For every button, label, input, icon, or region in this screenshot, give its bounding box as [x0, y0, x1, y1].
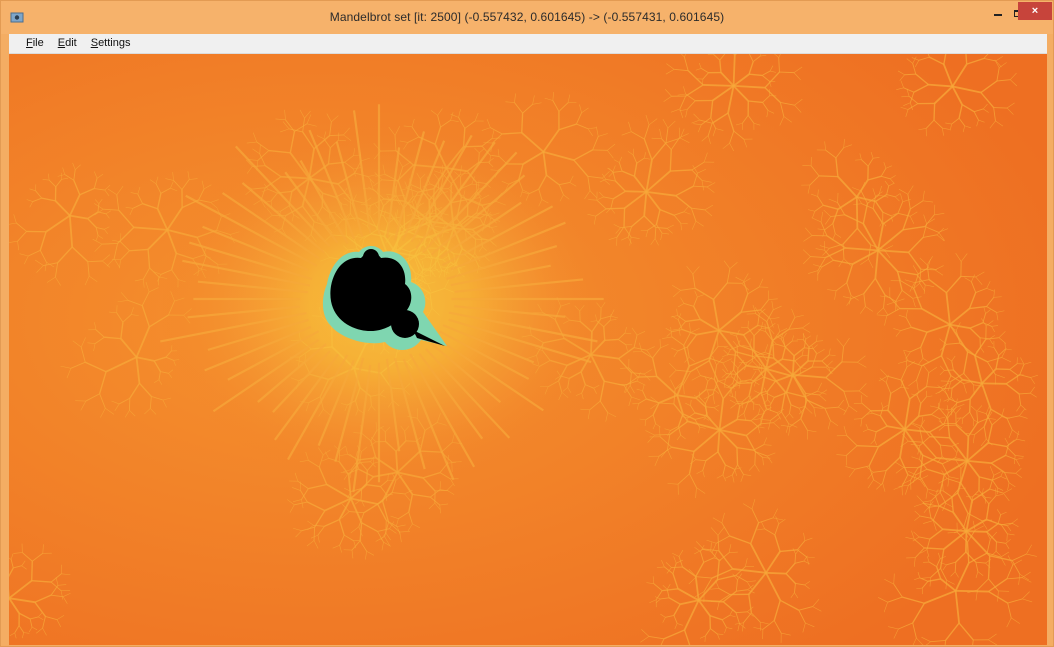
halo-spoke [415, 141, 496, 250]
menu-file-label: ile [32, 37, 44, 49]
menu-bar: File Edit Settings [9, 34, 1047, 54]
halo-spoke [448, 311, 598, 343]
halo-spoke [454, 278, 584, 293]
halo-spoke [273, 353, 340, 441]
filament-cluster [688, 499, 822, 643]
halo-spoke [425, 348, 511, 439]
halo-spoke [352, 110, 372, 234]
halo-spoke [287, 354, 349, 461]
halo-spoke [284, 171, 339, 244]
menu-edit-accel: E [57, 37, 66, 49]
filament-cluster [878, 520, 1033, 645]
filament-cluster [640, 542, 756, 645]
filament-cluster [618, 322, 732, 441]
mandelbrot-minibrot [322, 246, 447, 350]
filament-cluster [876, 252, 1012, 399]
menu-file[interactable]: File [21, 34, 49, 53]
halo-spoke [299, 160, 349, 245]
filament-cluster [836, 357, 966, 499]
halo-spoke [430, 342, 502, 403]
halo-spoke [241, 182, 325, 254]
halo-spoke [197, 280, 308, 294]
filament-cluster [801, 138, 901, 268]
halo-spoke [187, 305, 300, 319]
halo-spoke [402, 140, 446, 242]
halo-spoke [454, 305, 566, 318]
halo-spoke [204, 325, 312, 372]
menu-settings-label: ettings [98, 37, 131, 49]
filament-cluster [663, 54, 803, 152]
menu-edit-label: dit [65, 37, 77, 49]
halo-spoke [160, 312, 307, 343]
halo-spoke [352, 364, 372, 493]
halo-spoke [334, 357, 365, 462]
halo-spoke [393, 357, 426, 470]
halo-spoke [450, 264, 551, 287]
filament-cluster [645, 355, 781, 499]
fractal-spokes [160, 104, 604, 493]
halo-spoke [393, 131, 426, 241]
filament-cluster [9, 162, 112, 286]
filament-cluster [895, 398, 1026, 538]
filament-cluster [587, 114, 716, 246]
halo-spoke [257, 343, 327, 403]
halo-spoke [385, 358, 401, 452]
halo-spoke [386, 147, 401, 238]
menu-file-accel: F [26, 37, 33, 49]
filament-cluster [665, 260, 780, 405]
minibrot-body [330, 252, 412, 332]
halo-spoke [188, 241, 313, 281]
halo-spoke [421, 151, 518, 254]
minibrot-spike [413, 330, 445, 346]
filament-cluster [802, 181, 949, 316]
menu-settings-accel: S [90, 37, 99, 49]
halo-spoke [227, 330, 320, 381]
window-title: Mandelbrot set [it: 2500] (-0.557432, 0.… [329, 10, 725, 24]
app-icon [10, 12, 24, 23]
halo-spoke [418, 353, 484, 440]
minibrot-bulb-top [363, 249, 379, 265]
halo-spoke [448, 318, 592, 364]
halo-spoke [234, 145, 331, 248]
halo-spoke [308, 129, 356, 240]
filament-cluster [9, 543, 71, 639]
halo-spoke [207, 318, 309, 351]
minimize-icon [994, 13, 1002, 16]
close-icon: × [1031, 5, 1039, 17]
menu-settings[interactable]: Settings [86, 34, 136, 53]
halo-spoke [442, 324, 535, 364]
halo-spoke [272, 350, 331, 413]
minimize-button[interactable] [987, 3, 1009, 23]
fractal-canvas[interactable] [9, 54, 1047, 645]
halo-spoke [402, 358, 455, 481]
halo-spoke [410, 134, 473, 243]
halo-spoke [409, 353, 476, 468]
close-button[interactable]: × [1018, 2, 1052, 20]
halo-spoke [317, 359, 355, 447]
halo-spoke [221, 192, 320, 260]
halo-spoke [202, 225, 309, 272]
halo-spoke [430, 174, 526, 256]
halo-spoke [212, 338, 320, 413]
halo-spoke [446, 245, 558, 280]
fractal-render [9, 54, 1047, 645]
halo-spoke [185, 194, 318, 267]
filament-cluster [739, 323, 868, 440]
filament-cluster [896, 54, 1018, 137]
halo-spoke [439, 330, 530, 380]
halo-spoke [335, 141, 364, 238]
halo-spoke [438, 339, 544, 412]
filament-cluster [937, 318, 1038, 447]
menu-edit[interactable]: Edit [53, 34, 82, 53]
halo-spoke [441, 205, 554, 267]
halo-spoke [450, 221, 566, 271]
halo-spoke [182, 259, 311, 287]
halo-spoke [440, 201, 522, 258]
minibrot-bulb-right [391, 310, 419, 338]
title-bar[interactable]: Mandelbrot set [it: 2500] (-0.557432, 0.… [1, 1, 1053, 34]
